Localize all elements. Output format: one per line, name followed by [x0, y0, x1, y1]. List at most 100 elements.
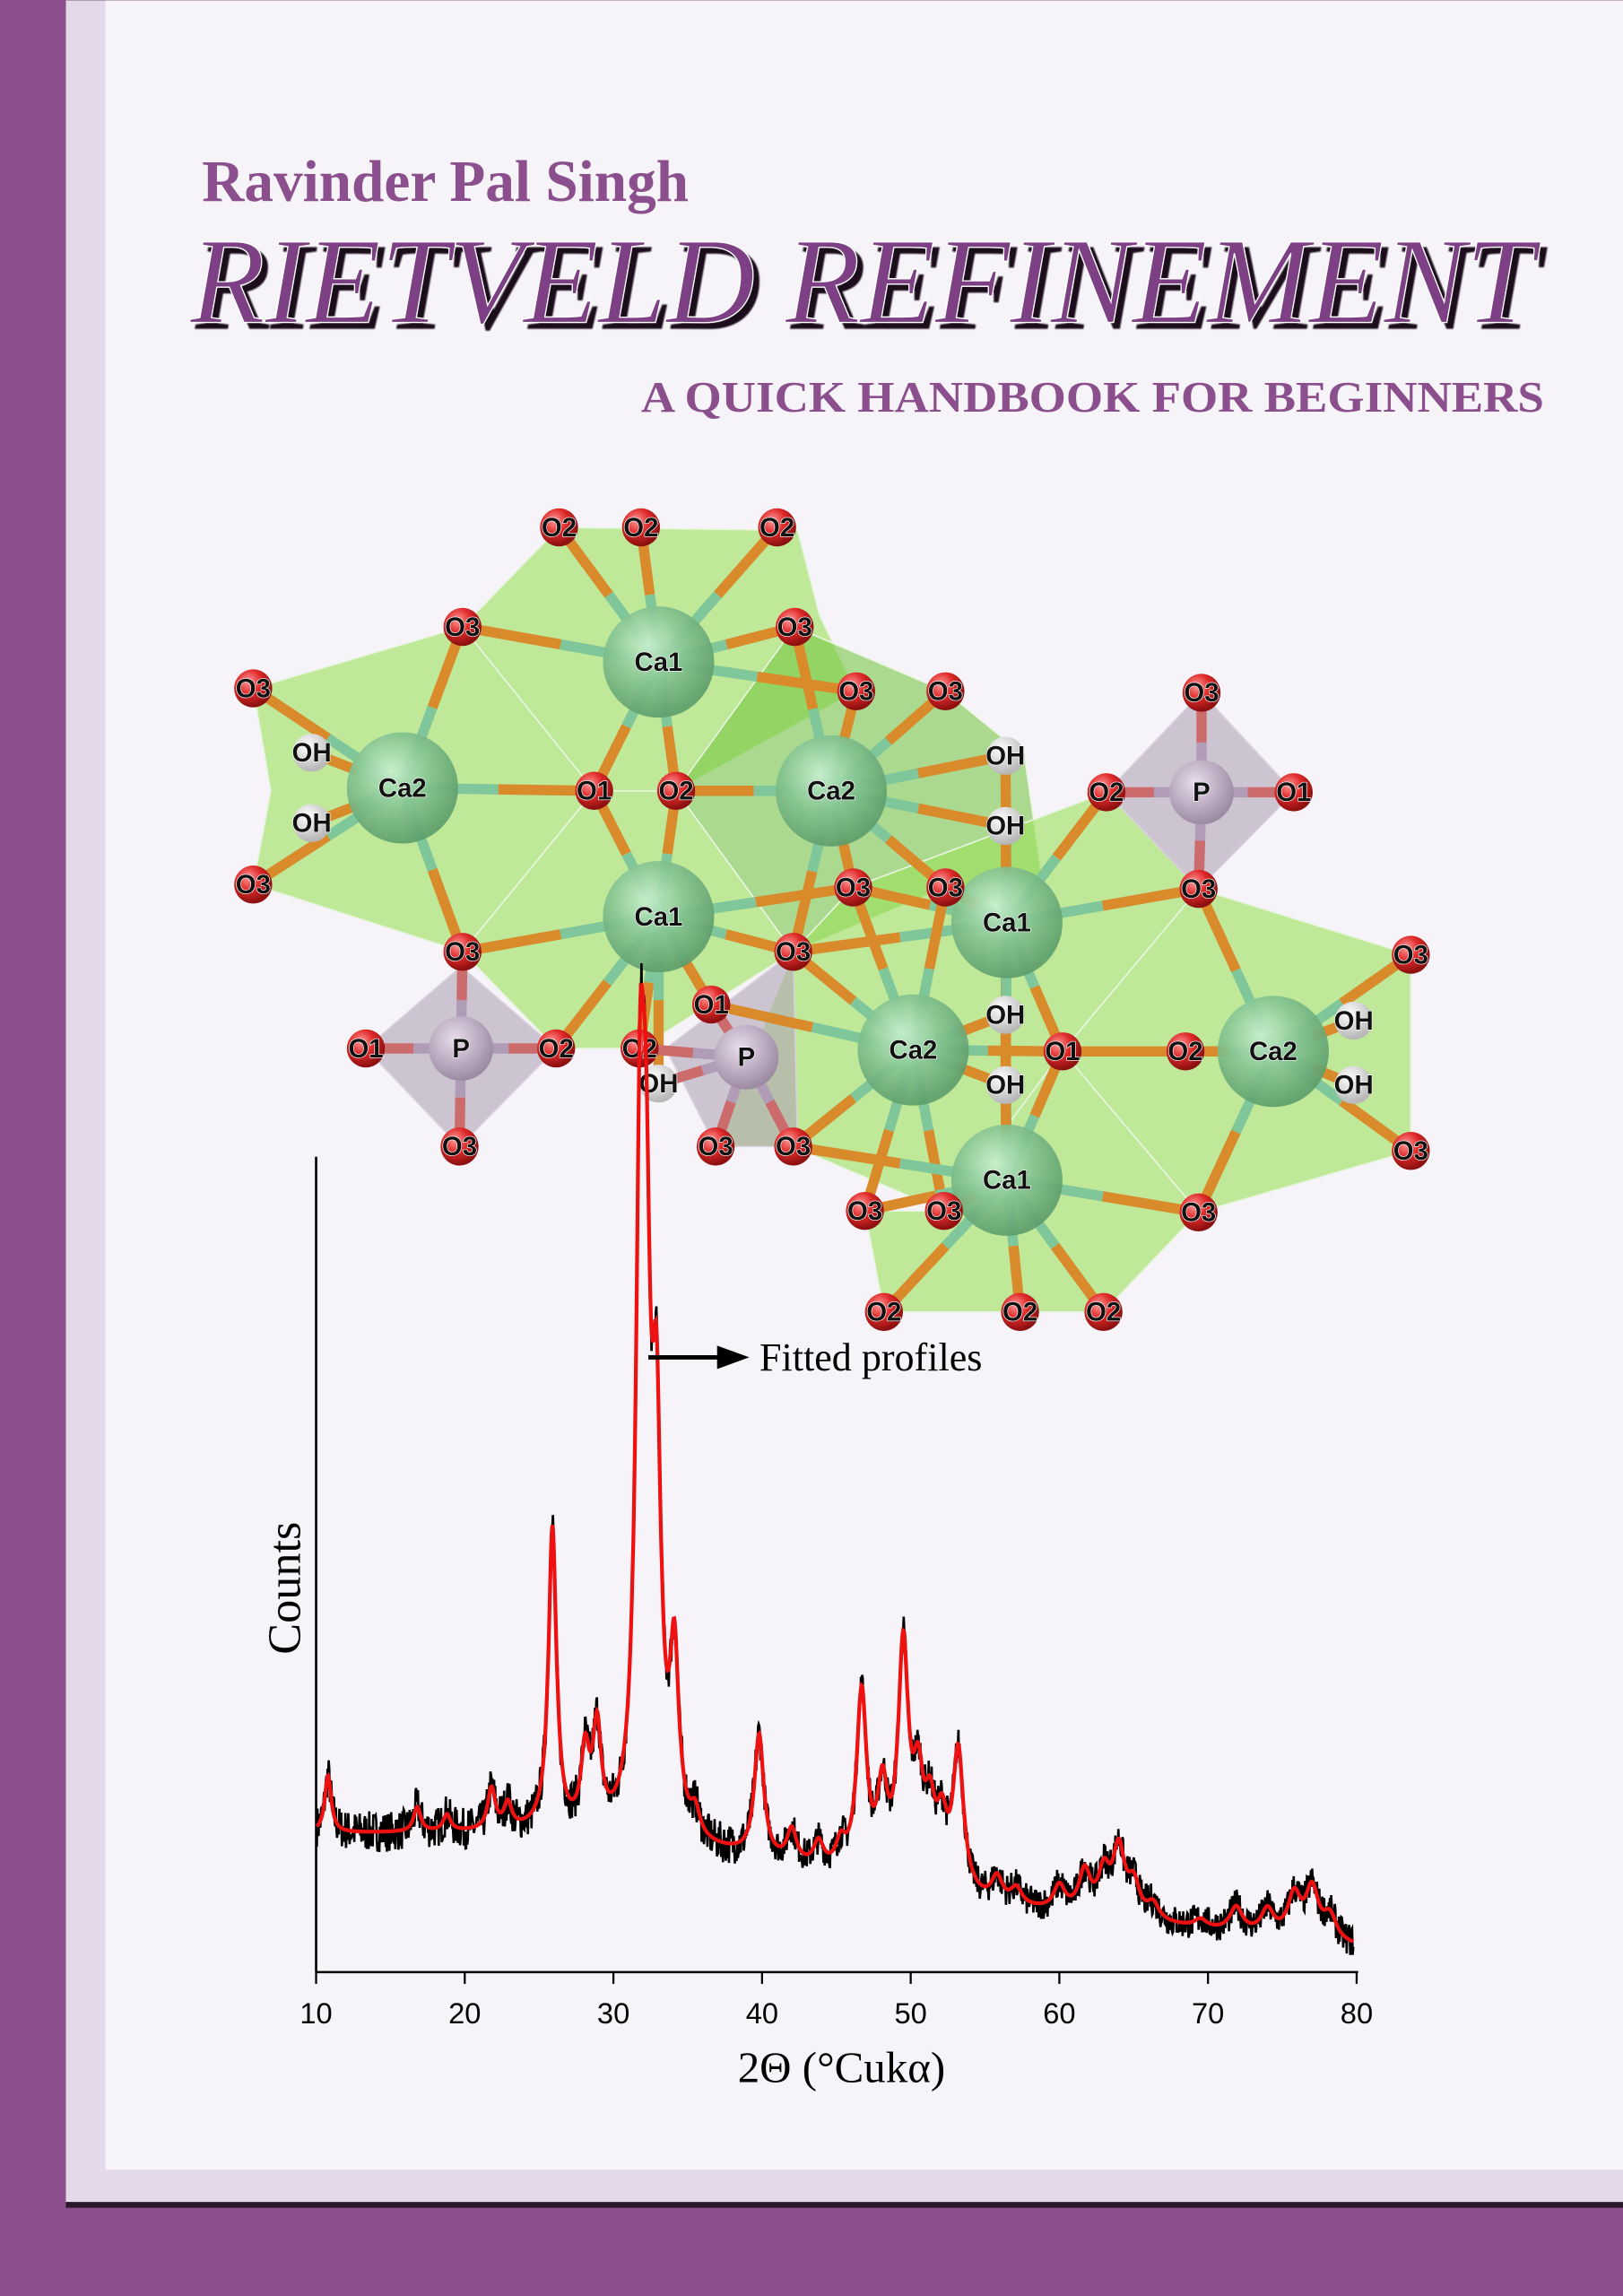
book-title: RIETVELD REFINEMENT — [189, 213, 1541, 349]
fitted-profile-line — [315, 983, 1355, 1944]
atom-label: O3 — [699, 1132, 733, 1161]
atom-label: O3 — [445, 937, 480, 967]
atom-label: O3 — [928, 873, 963, 902]
x-tick-label: 40 — [746, 1996, 778, 2030]
x-tick-label: 10 — [299, 1996, 332, 2030]
atom-o3: O3 — [443, 607, 482, 647]
atom-o3: O3 — [926, 868, 965, 907]
atom-label: O2 — [539, 1034, 574, 1064]
atom-o3: O3 — [234, 669, 273, 708]
atom-label: OH — [985, 812, 1025, 841]
x-tick-label: 80 — [1341, 1996, 1373, 2030]
x-tick-label: 60 — [1043, 1996, 1075, 2030]
atom-o1: O1 — [1043, 1032, 1082, 1071]
atom-label: OH — [1334, 1071, 1374, 1100]
atom-ca1: Ca1 — [603, 861, 715, 973]
atom-label: O2 — [658, 777, 693, 806]
atom-o3: O3 — [234, 865, 273, 904]
atom-o3: O3 — [1179, 1193, 1218, 1232]
crystal-structure-illustration: Ca1 Ca2 Ca2 P Ca1 Ca1 P P Ca2 Ca2 Ca1 O2 O2 O2 O3 O3 O3 O… — [234, 508, 1430, 1332]
book-subtitle: A QUICK HANDBOOK FOR BEGINNERS — [641, 372, 1544, 422]
atom-oh: OH — [985, 996, 1026, 1034]
atom-label: O1 — [1276, 778, 1311, 807]
atom-label: O2 — [1086, 1298, 1121, 1327]
atom-label: OH — [292, 808, 332, 838]
x-axis-label: 2Θ (°Cukα) — [738, 2042, 946, 2092]
atom-o3: O3 — [1179, 869, 1218, 909]
atom-label: O3 — [1181, 874, 1216, 904]
atom-oh: OH — [1333, 1001, 1374, 1040]
atom-o2: O2 — [536, 1029, 576, 1068]
atom-label: O3 — [442, 1132, 477, 1161]
atom-ca1: Ca1 — [950, 866, 1063, 978]
arrow-head-icon — [716, 1345, 750, 1370]
atom-label: O1 — [577, 777, 612, 806]
x-tick-label: 30 — [597, 1996, 629, 2030]
x-tick-label: 20 — [448, 1996, 481, 2030]
atom-o3: O3 — [846, 1191, 884, 1231]
atom-o2: O2 — [1084, 1292, 1123, 1332]
atom-oh: OH — [985, 806, 1026, 846]
atom-o3: O3 — [776, 607, 814, 647]
atom-label: O3 — [776, 937, 811, 967]
atom-label: OH — [292, 738, 332, 768]
atom-label: O3 — [1393, 940, 1428, 970]
atom-label: O2 — [1089, 778, 1124, 807]
atom-o3: O3 — [834, 868, 872, 907]
atom-p: P — [1169, 760, 1234, 825]
atom-label: O1 — [694, 990, 729, 1020]
atom-o1: O1 — [691, 985, 731, 1024]
atom-label: O2 — [1167, 1037, 1202, 1066]
atom-p: P — [714, 1024, 779, 1090]
atom-label: O3 — [776, 1132, 811, 1161]
atom-label: Ca2 — [1249, 1037, 1298, 1066]
author-name: Ravinder Pal Singh — [202, 150, 689, 214]
atom-o2: O2 — [1166, 1032, 1205, 1071]
atom-oh: OH — [291, 804, 332, 842]
atom-label: O3 — [777, 613, 812, 642]
atom-o3: O3 — [924, 1191, 963, 1231]
atom-label: Ca1 — [983, 908, 1031, 937]
atom-label: P — [1193, 778, 1211, 807]
atom-o3: O3 — [926, 672, 965, 711]
atom-label: Ca2 — [890, 1035, 938, 1065]
atom-o3: O3 — [1182, 674, 1221, 712]
atom-label: O2 — [542, 513, 577, 543]
annotation-fitted-profiles: Fitted profiles — [759, 1335, 982, 1379]
atom-ca2: Ca2 — [346, 732, 458, 844]
atom-label: O3 — [236, 870, 271, 900]
atom-label: Ca1 — [635, 902, 683, 932]
x-tick-label: 70 — [1192, 1996, 1224, 2030]
atom-o2: O2 — [1001, 1292, 1039, 1332]
atom-o3: O3 — [1392, 935, 1430, 974]
atom-label: Ca1 — [635, 648, 683, 677]
atom-label: Ca1 — [983, 1166, 1031, 1196]
atom-label: O2 — [1002, 1298, 1037, 1327]
atom-o2: O2 — [656, 771, 696, 810]
atom-label: Ca2 — [807, 777, 855, 806]
atom-o2: O2 — [1087, 773, 1126, 812]
atom-label: O1 — [1045, 1037, 1080, 1066]
atom-oh: OH — [985, 736, 1026, 775]
atom-p: P — [429, 1016, 494, 1081]
atom-ca2: Ca2 — [857, 994, 969, 1106]
atom-o3: O3 — [440, 1127, 479, 1166]
atom-o3: O3 — [774, 1127, 812, 1166]
atom-oh: OH — [985, 1065, 1026, 1105]
atom-o2: O2 — [621, 508, 661, 547]
atom-label: O3 — [445, 613, 480, 642]
atom-label: Ca2 — [378, 773, 427, 803]
atom-label: OH — [1334, 1006, 1374, 1036]
atom-label: P — [738, 1043, 756, 1073]
atom-label: O3 — [928, 677, 963, 707]
atom-label: P — [452, 1034, 470, 1064]
atom-o3: O3 — [1392, 1132, 1430, 1170]
atom-label: O3 — [1184, 678, 1219, 708]
atom-label: O2 — [623, 513, 658, 543]
atom-o2: O2 — [540, 508, 578, 547]
atom-o3: O3 — [837, 672, 875, 711]
atom-label: OH — [985, 1000, 1025, 1030]
atom-o1: O1 — [575, 771, 613, 810]
atom-label: O3 — [926, 1196, 961, 1226]
